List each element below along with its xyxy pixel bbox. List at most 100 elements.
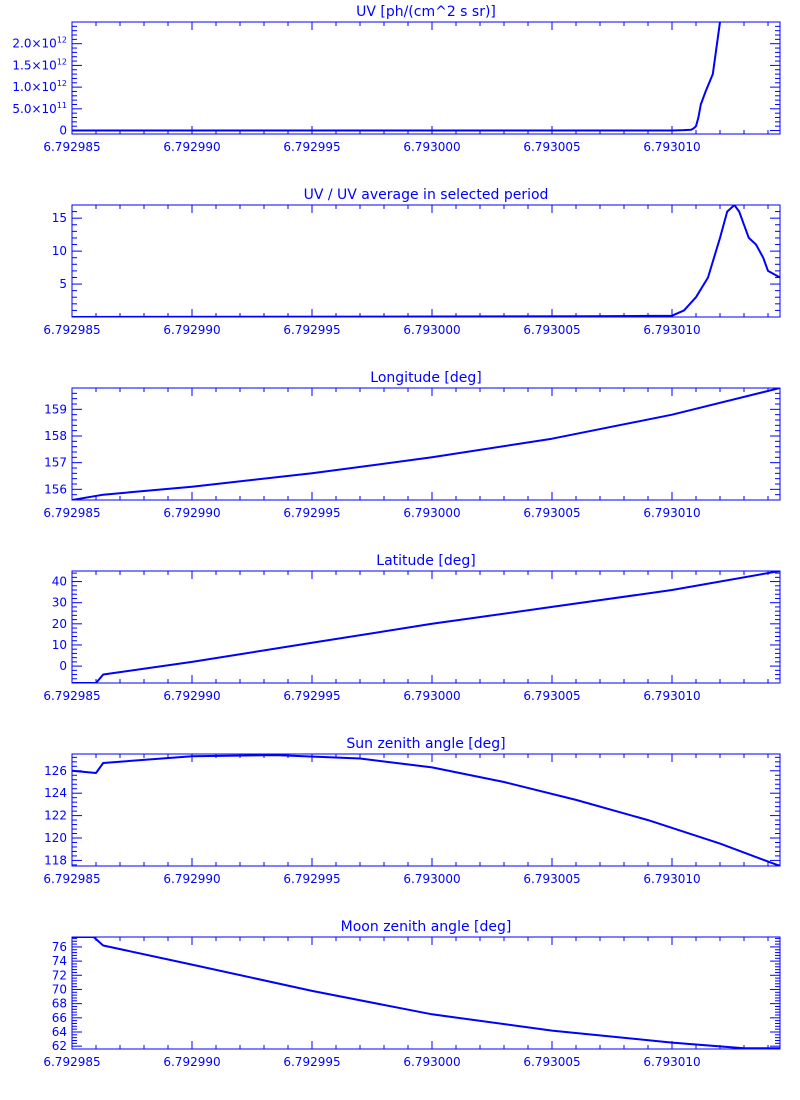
y-tick-label: 5.0×1011 [12,101,67,116]
x-tick-label: 6.792995 [283,872,340,886]
x-tick-label: 6.793000 [403,140,460,154]
x-tick-label: 6.793005 [523,689,580,703]
y-tick-mantissa: 1.0×10 [12,80,56,94]
x-tick-label: 6.793005 [523,140,580,154]
plot-frame [71,753,781,867]
x-tick-label: 6.792990 [163,872,220,886]
x-tick-label: 6.792995 [283,140,340,154]
y-tick-label: 30 [52,596,67,610]
x-tick-label: 6.792990 [163,140,220,154]
y-tick-label: 156 [44,482,67,496]
x-tick-label: 6.792990 [163,1055,220,1069]
x-tick-label: 6.792985 [43,872,100,886]
x-tick-label: 6.792990 [163,689,220,703]
y-tick-label: 10 [52,638,67,652]
y-tick-exponent: 12 [57,36,67,45]
series-line [72,22,721,132]
x-tick-label: 6.792985 [43,506,100,520]
y-tick-label: 126 [44,764,67,778]
panel-0: UV [ph/(cm^2 s sr)] 6.792985 6.792990 6.792… [12,4,781,154]
x-tick-label: 6.793000 [403,323,460,337]
y-tick-label: 1.0×1012 [12,79,67,94]
x-tick-label: 6.793010 [643,872,700,886]
x-tick-label: 6.793005 [523,1055,580,1069]
x-tick-label: 6.792985 [43,140,100,154]
panel-1: UV / UV average in selected period 6.7929… [43,187,781,337]
y-tick-label: 62 [52,1039,67,1053]
plot-frame [71,570,781,684]
y-tick-label: 76 [52,940,67,954]
x-tick-label: 6.793000 [403,689,460,703]
y-tick-exponent: 12 [57,79,67,88]
y-tick-exponent: 11 [57,101,67,110]
series-line [72,205,780,317]
y-tick-label: 124 [44,786,67,800]
plot-frame [71,204,781,318]
y-tick-label: 158 [44,429,67,443]
y-tick-label: 0 [59,659,67,673]
y-tick-label: 1.5×1012 [12,57,67,72]
panel-title: Longitude [deg] [370,370,481,386]
y-tick-mantissa: 5.0×10 [12,102,56,116]
x-tick-label: 6.792995 [283,1055,340,1069]
y-tick-label: 120 [44,831,67,845]
panel-5: Moon zenith angle [deg] 6.792985 6.792990 6… [43,919,781,1069]
plot-frame [71,936,781,1050]
series-line [72,571,780,683]
x-tick-label: 6.793010 [643,689,700,703]
x-tick-label: 6.793000 [403,872,460,886]
x-tick-label: 6.792985 [43,1055,100,1069]
series-line [72,937,780,1049]
y-tick-mantissa: 1.5×10 [12,58,56,72]
y-tick-label: 10 [52,244,67,258]
panel-title: Latitude [deg] [376,553,475,569]
y-tick-mantissa: 0 [59,124,67,138]
series-line [72,388,780,500]
panel-2: Longitude [deg] 6.792985 6.792990 6.792995 6… [43,370,781,520]
x-tick-label: 6.792985 [43,323,100,337]
y-tick-label: 2.0×1012 [12,36,67,51]
x-tick-label: 6.793010 [643,323,700,337]
panel-3: Latitude [deg] 6.792985 6.792990 6.792995 6.… [43,553,781,703]
x-tick-label: 6.792990 [163,323,220,337]
y-tick-label: 72 [52,968,67,982]
y-tick-label: 122 [44,809,67,823]
x-tick-label: 6.792995 [283,323,340,337]
x-tick-label: 6.793010 [643,1055,700,1069]
y-tick-label: 66 [52,1011,67,1025]
x-tick-label: 6.793000 [403,506,460,520]
panel-title: Sun zenith angle [deg] [346,736,505,752]
y-tick-label: 118 [44,853,67,867]
x-tick-label: 6.792985 [43,689,100,703]
x-tick-label: 6.792995 [283,689,340,703]
panel-title: UV [ph/(cm^2 s sr)] [356,4,496,20]
y-tick-label: 70 [52,982,67,996]
x-tick-label: 6.792995 [283,506,340,520]
panel-title: UV / UV average in selected period [304,187,549,203]
plot-frame [71,387,781,501]
y-tick-label: 68 [52,997,67,1011]
x-tick-label: 6.793005 [523,323,580,337]
y-tick-label: 74 [52,954,67,968]
y-tick-label: 15 [52,211,67,225]
y-tick-label: 157 [44,456,67,470]
x-tick-label: 6.793010 [643,140,700,154]
y-tick-mantissa: 2.0×10 [12,37,56,51]
y-tick-label: 40 [52,575,67,589]
x-tick-label: 6.793005 [523,506,580,520]
y-tick-exponent: 12 [57,57,67,66]
y-tick-label: 159 [44,402,67,416]
panel-4: Sun zenith angle [deg] 6.792985 6.792990 6.… [43,736,781,886]
y-tick-label: 20 [52,617,67,631]
y-tick-label: 0 [59,124,67,138]
x-tick-label: 6.793005 [523,872,580,886]
y-tick-label: 64 [52,1025,67,1039]
x-tick-label: 6.793000 [403,1055,460,1069]
plot-frame [71,21,781,135]
x-tick-label: 6.792990 [163,506,220,520]
series-line [72,754,780,866]
y-tick-label: 5 [59,277,67,291]
x-tick-label: 6.793010 [643,506,700,520]
panel-title: Moon zenith angle [deg] [341,919,512,935]
